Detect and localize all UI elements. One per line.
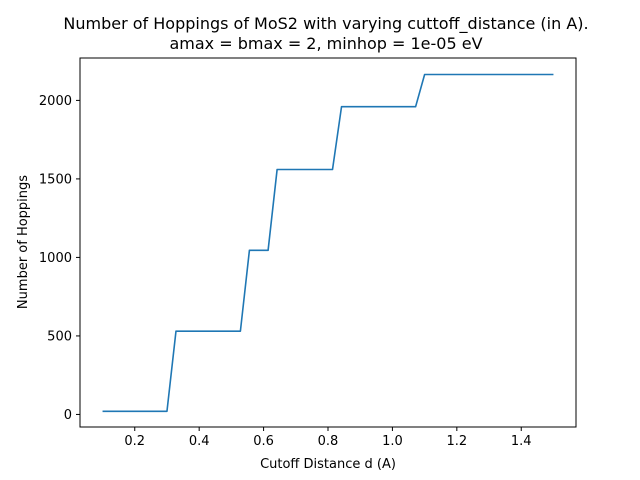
series-line-0 (102, 73, 554, 413)
chart-subtitle: amax = bmax = 2, minhop = 1e-05 eV (169, 34, 482, 53)
y-axis-label: Number of Hoppings (16, 175, 31, 309)
y-tick-label: 2000 (39, 94, 72, 109)
y-tick-label: 1500 (39, 172, 72, 187)
x-tick-label: 0.6 (253, 434, 274, 449)
x-axis: 0.2 0.4 0.6 0.8 1.0 1.2 1.4 (124, 427, 532, 449)
y-tick-label: 500 (47, 329, 72, 344)
y-axis: 0 500 1000 1500 2000 (39, 94, 80, 423)
x-tick-label: 0.2 (124, 434, 145, 449)
x-tick-label: 1.4 (511, 434, 532, 449)
x-axis-label: Cutoff Distance d (A) (260, 457, 396, 472)
y-tick-label: 1000 (39, 251, 72, 266)
chart-title: Number of Hoppings of MoS2 with varying … (63, 14, 588, 34)
x-tick-label: 0.8 (318, 434, 339, 449)
x-tick-label: 1.0 (382, 434, 403, 449)
plot-area (79, 57, 577, 428)
y-tick-label: 0 (64, 408, 72, 423)
series-layer (102, 73, 554, 413)
x-tick-label: 0.4 (189, 434, 210, 449)
x-tick-label: 1.2 (446, 434, 467, 449)
